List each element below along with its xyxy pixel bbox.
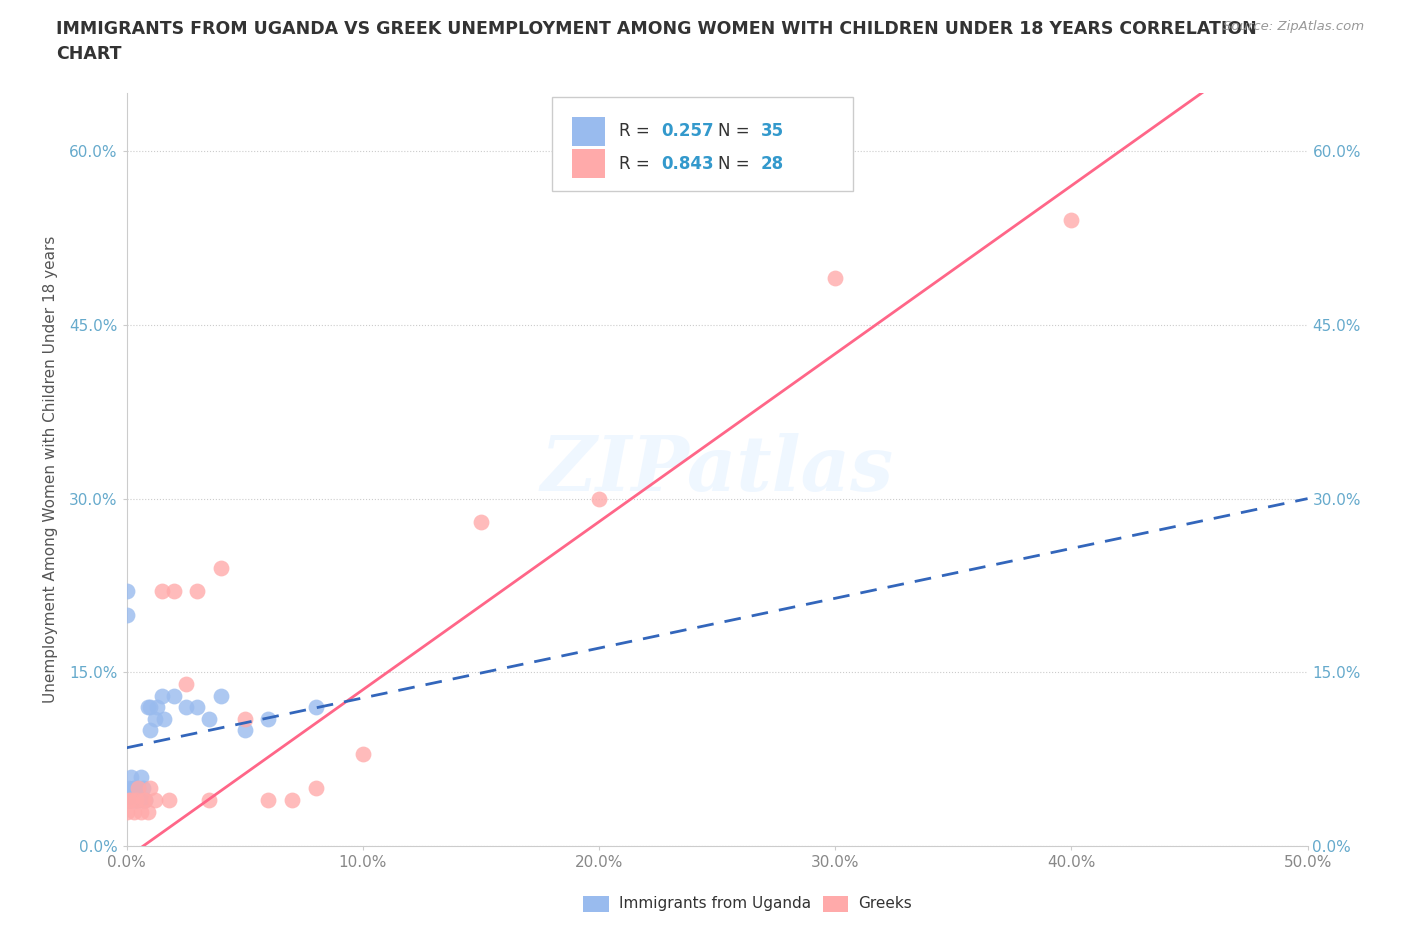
Point (824, 271, 846, 286)
Point (304, 699, 326, 714)
Point (115, 584, 138, 599)
Point (233, 723, 256, 737)
Text: R =: R = (619, 123, 655, 140)
Point (157, 792, 180, 807)
Point (209, 561, 232, 576)
Point (139, 699, 162, 714)
Text: ZIPatlas: ZIPatlas (540, 432, 894, 507)
Point (118, 781, 141, 796)
Point (257, 711, 280, 726)
Point (134, 792, 156, 807)
Text: R =: R = (619, 154, 655, 173)
Bar (572, 117, 605, 146)
Point (139, 723, 162, 737)
Point (129, 769, 152, 784)
FancyBboxPatch shape (551, 97, 853, 191)
Point (120, 792, 142, 807)
Point (198, 792, 221, 807)
Point (122, 781, 145, 796)
Text: Immigrants from Uganda: Immigrants from Uganda (619, 897, 811, 911)
Point (186, 699, 208, 714)
Point (304, 781, 326, 796)
Point (352, 746, 374, 761)
Point (233, 711, 256, 726)
Point (132, 781, 155, 796)
Point (115, 804, 138, 819)
Point (588, 491, 610, 506)
Text: N =: N = (718, 123, 755, 140)
Point (150, 584, 173, 599)
Point (120, 769, 142, 784)
Point (127, 781, 149, 796)
Point (143, 711, 166, 726)
Text: Greeks: Greeks (858, 897, 911, 911)
Point (174, 699, 197, 714)
Point (136, 804, 159, 819)
Point (163, 584, 186, 599)
Bar (572, 150, 605, 179)
Point (136, 699, 159, 714)
Point (129, 804, 152, 819)
Point (118, 792, 141, 807)
Point (125, 792, 148, 807)
Point (146, 699, 169, 714)
Point (118, 792, 141, 807)
Point (470, 514, 492, 529)
Point (209, 688, 232, 703)
Point (125, 792, 148, 807)
Point (150, 688, 173, 703)
Point (1060, 213, 1083, 228)
Point (134, 792, 156, 807)
Text: 0.257: 0.257 (662, 123, 714, 140)
Text: 0.843: 0.843 (662, 154, 714, 173)
Point (122, 781, 145, 796)
Text: IMMIGRANTS FROM UGANDA VS GREEK UNEMPLOYMENT AMONG WOMEN WITH CHILDREN UNDER 18 : IMMIGRANTS FROM UGANDA VS GREEK UNEMPLOY… (56, 20, 1257, 38)
Text: CHART: CHART (56, 45, 122, 62)
Point (174, 677, 197, 692)
Text: 35: 35 (761, 123, 785, 140)
Point (120, 792, 142, 807)
Text: 28: 28 (761, 154, 785, 173)
Text: N =: N = (718, 154, 755, 173)
Point (129, 792, 152, 807)
Point (122, 792, 145, 807)
Point (115, 607, 138, 622)
Point (139, 781, 162, 796)
Point (143, 792, 166, 807)
Point (257, 792, 280, 807)
Point (281, 792, 304, 807)
Point (118, 792, 141, 807)
Point (122, 804, 145, 819)
Point (127, 781, 149, 796)
Point (127, 792, 149, 807)
Text: Source: ZipAtlas.com: Source: ZipAtlas.com (1223, 20, 1364, 33)
Point (120, 792, 142, 807)
Point (163, 688, 186, 703)
Y-axis label: Unemployment Among Women with Children Under 18 years: Unemployment Among Women with Children U… (44, 236, 58, 703)
Point (132, 792, 155, 807)
Point (153, 711, 176, 726)
Point (186, 584, 208, 599)
Point (115, 792, 138, 807)
Point (198, 711, 221, 726)
Point (125, 792, 148, 807)
